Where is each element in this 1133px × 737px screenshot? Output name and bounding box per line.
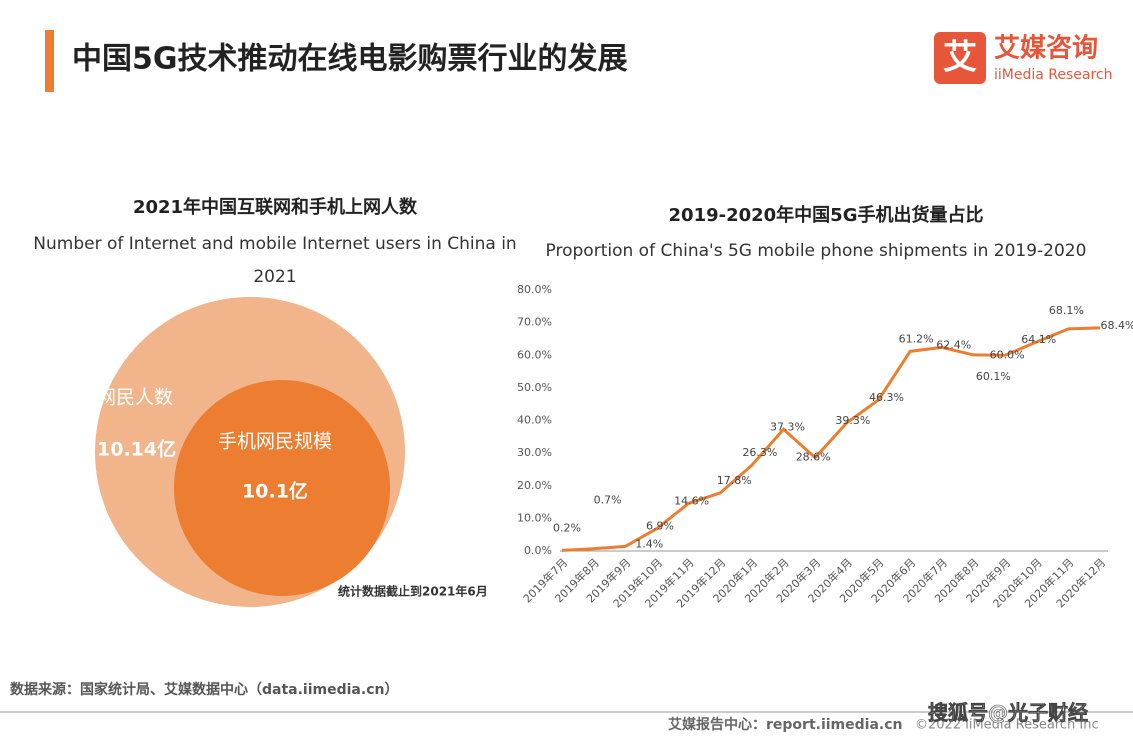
value-label: 46.3%	[869, 391, 904, 404]
value-label: 64.1%	[1021, 333, 1056, 346]
value-label: 68.4%	[1101, 319, 1133, 332]
y-tick-label: 50.0%	[517, 381, 552, 394]
y-tick-label: 0.0%	[524, 544, 552, 557]
source: 数据来源：国家统计局、艾媒数据中心（data.iimedia.cn）	[10, 681, 398, 698]
value-label: 28.6%	[796, 451, 831, 464]
value-label: 61.2%	[899, 332, 934, 345]
value-label: 0.7%	[594, 494, 622, 507]
value-label: 39.3%	[835, 414, 870, 427]
y-tick-label: 10.0%	[517, 511, 552, 524]
y-tick-label: 80.0%	[517, 283, 552, 296]
page-title: 中国5G技术推动在线电影购票行业的发展	[72, 42, 628, 77]
value-label: 68.1%	[1049, 304, 1084, 317]
value-label: 0.2%	[553, 521, 581, 534]
chart-subtitle: Proportion of China's 5G mobile phone sh…	[546, 241, 1087, 261]
legend-label: 网民人数	[97, 387, 173, 409]
line-series	[561, 326, 1101, 552]
venn-circle	[174, 380, 390, 596]
y-tick-label: 30.0%	[517, 446, 552, 459]
copyright: ©2022 iiMedia Research Inc	[915, 718, 1099, 733]
chart-title: 2019-2020年中国5G手机出货量占比	[669, 204, 984, 226]
y-tick-label: 40.0%	[517, 414, 552, 427]
report-link: 艾媒报告中心：report.iimedia.cn	[668, 716, 903, 733]
value-label: 14.6%	[674, 494, 709, 507]
value-label: 10.14亿	[97, 438, 176, 461]
logo-en: iiMedia Research	[994, 67, 1113, 83]
note: 统计数据截止到2021年6月	[338, 584, 488, 599]
value-label: 1.4%	[635, 537, 663, 550]
value-label: 26.3%	[742, 446, 777, 459]
value-label: 10.1亿	[242, 480, 308, 503]
value-label: 17.8%	[717, 474, 752, 487]
logo-icon-bg	[934, 32, 986, 84]
legend-label: 手机网民规模	[218, 431, 332, 453]
value-label: 37.3%	[770, 420, 805, 433]
value-label: 62.4%	[936, 338, 971, 351]
subtitle-box: Number of Internet and mobile Internet u…	[33, 234, 517, 287]
y-tick-label: 60.0%	[517, 348, 552, 361]
y-tick-label: 70.0%	[517, 316, 552, 329]
value-label: 6.9%	[646, 519, 674, 532]
logo-name: 艾媒咨询	[994, 33, 1098, 64]
title-bar	[45, 30, 54, 92]
y-tick-label: 20.0%	[517, 479, 552, 492]
chart-subtitle: Number of Internet and mobile Internet u…	[33, 234, 517, 287]
value-label: 60.0%	[990, 348, 1025, 361]
chart-title: 2021年中国互联网和手机上网人数	[133, 196, 418, 218]
watermark: 搜狐号@光子财经	[928, 701, 1088, 725]
logo-icon: 艾	[943, 38, 977, 78]
value-label: 60.1%	[976, 370, 1011, 383]
